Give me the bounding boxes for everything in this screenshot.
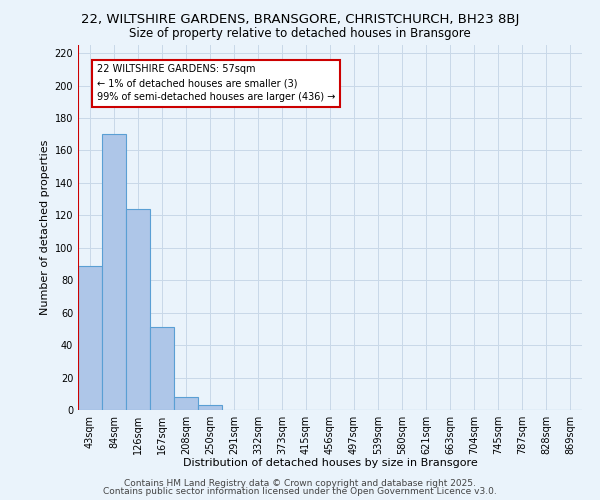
Bar bbox=[198, 405, 222, 410]
Text: 22 WILTSHIRE GARDENS: 57sqm
← 1% of detached houses are smaller (3)
99% of semi-: 22 WILTSHIRE GARDENS: 57sqm ← 1% of deta… bbox=[97, 64, 335, 102]
Bar bbox=[174, 397, 198, 410]
Bar bbox=[150, 328, 174, 410]
X-axis label: Distribution of detached houses by size in Bransgore: Distribution of detached houses by size … bbox=[182, 458, 478, 468]
Y-axis label: Number of detached properties: Number of detached properties bbox=[40, 140, 50, 315]
Text: 22, WILTSHIRE GARDENS, BRANSGORE, CHRISTCHURCH, BH23 8BJ: 22, WILTSHIRE GARDENS, BRANSGORE, CHRIST… bbox=[81, 12, 519, 26]
Text: Contains public sector information licensed under the Open Government Licence v3: Contains public sector information licen… bbox=[103, 487, 497, 496]
Bar bbox=[126, 209, 150, 410]
Text: Contains HM Land Registry data © Crown copyright and database right 2025.: Contains HM Land Registry data © Crown c… bbox=[124, 478, 476, 488]
Text: Size of property relative to detached houses in Bransgore: Size of property relative to detached ho… bbox=[129, 28, 471, 40]
Bar bbox=[102, 134, 126, 410]
Bar bbox=[78, 266, 102, 410]
